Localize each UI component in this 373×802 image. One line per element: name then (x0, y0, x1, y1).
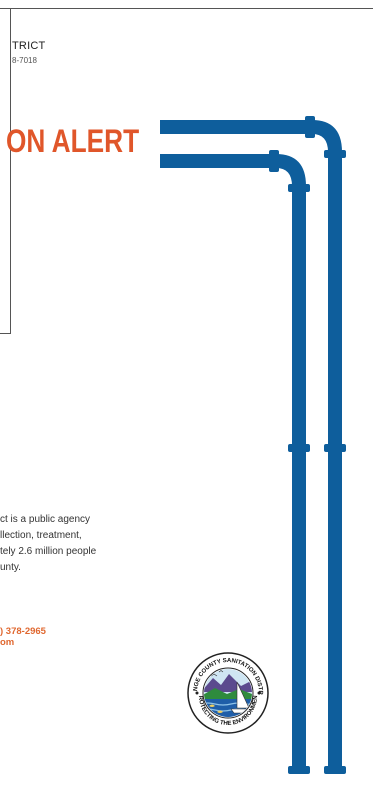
about-line: tely 2.6 million people (0, 546, 97, 557)
about-line: ct is a public agency (0, 514, 91, 525)
contact-website: om (0, 637, 15, 648)
top-rule (10, 8, 373, 9)
contact-phone: ) 378-2965 (0, 626, 46, 637)
inner-pipe (160, 150, 310, 774)
alert-title: ON ALERT (6, 123, 140, 159)
district-seal-icon: ORANGE COUNTY SANITATION DISTRICT PROTEC… (187, 652, 269, 734)
header-phone: 8-7018 (12, 56, 37, 65)
district-name: TRICT (12, 40, 46, 52)
outer-pipe (160, 116, 346, 774)
about-line: unty. (0, 562, 21, 573)
about-paragraph: ct is a public agency llection, treatmen… (0, 512, 180, 576)
label-box-border (0, 8, 11, 334)
about-line: llection, treatment, (0, 530, 82, 541)
contact-info: ) 378-2965 om (0, 626, 46, 648)
